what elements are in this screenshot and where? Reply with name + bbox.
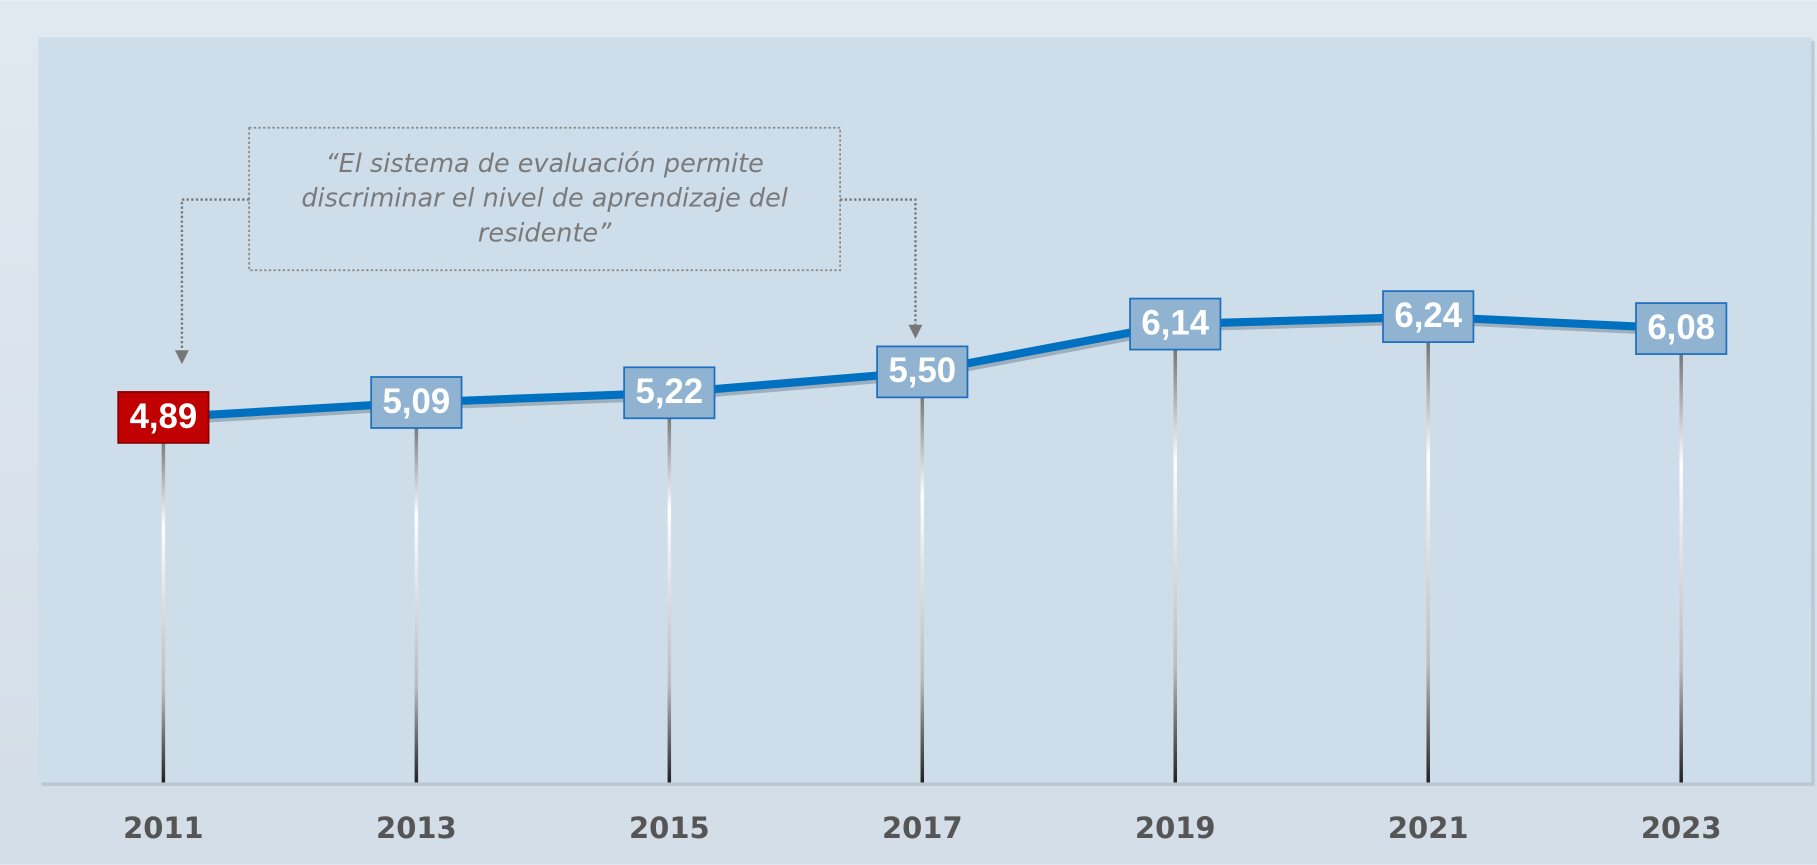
value-label: 6,24 <box>1394 297 1462 335</box>
value-label: 5,22 <box>636 373 704 411</box>
annotation-text: residente” <box>478 218 612 248</box>
value-box <box>117 391 210 444</box>
value-label: 4,89 <box>130 398 198 436</box>
value-label: 5,50 <box>888 352 956 390</box>
stem <box>161 417 166 783</box>
stem <box>1426 316 1430 783</box>
value-label: 5,09 <box>383 383 451 421</box>
annotation-text: discriminar el nivel de aprendizaje del <box>301 184 787 214</box>
stem <box>1173 324 1177 783</box>
annotation-text: “El sistema de evaluación permite <box>325 149 763 179</box>
stem <box>667 392 672 783</box>
arrow-head <box>908 324 923 339</box>
stem <box>920 371 925 783</box>
x-tick-label: 2019 <box>1135 811 1216 845</box>
x-tick-label: 2021 <box>1388 811 1469 845</box>
value-label: 6,08 <box>1647 309 1715 347</box>
value-box <box>1129 297 1222 351</box>
x-tick-label: 2017 <box>882 811 963 845</box>
value-box <box>1635 302 1728 355</box>
stem <box>1679 328 1683 783</box>
x-tick-label: 2015 <box>629 811 710 845</box>
stem <box>414 402 419 783</box>
x-tick-label: 2011 <box>123 811 204 845</box>
x-tick-label: 2023 <box>1641 811 1722 845</box>
value-box <box>623 366 716 420</box>
x-tick-label: 2013 <box>376 811 457 845</box>
annotation: “El sistema de evaluación permite discrim… <box>174 126 923 365</box>
value-label: 6,14 <box>1141 304 1209 342</box>
value-box <box>1382 290 1475 343</box>
connector <box>180 198 250 348</box>
arrow-head <box>174 350 189 365</box>
value-box <box>370 376 463 429</box>
connector <box>840 198 917 325</box>
value-box <box>876 345 969 399</box>
